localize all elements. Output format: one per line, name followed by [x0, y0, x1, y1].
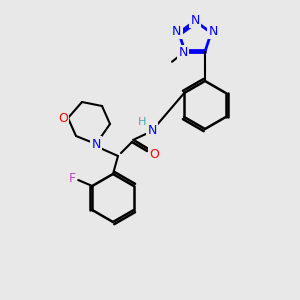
Text: N: N: [172, 25, 182, 38]
Text: N: N: [178, 46, 188, 59]
Text: O: O: [58, 112, 68, 124]
Text: N: N: [190, 14, 200, 26]
Text: O: O: [149, 148, 159, 161]
Text: N: N: [208, 25, 218, 38]
Text: F: F: [69, 172, 76, 185]
Text: N: N: [147, 124, 157, 136]
Text: H: H: [138, 117, 146, 127]
Text: N: N: [91, 137, 101, 151]
